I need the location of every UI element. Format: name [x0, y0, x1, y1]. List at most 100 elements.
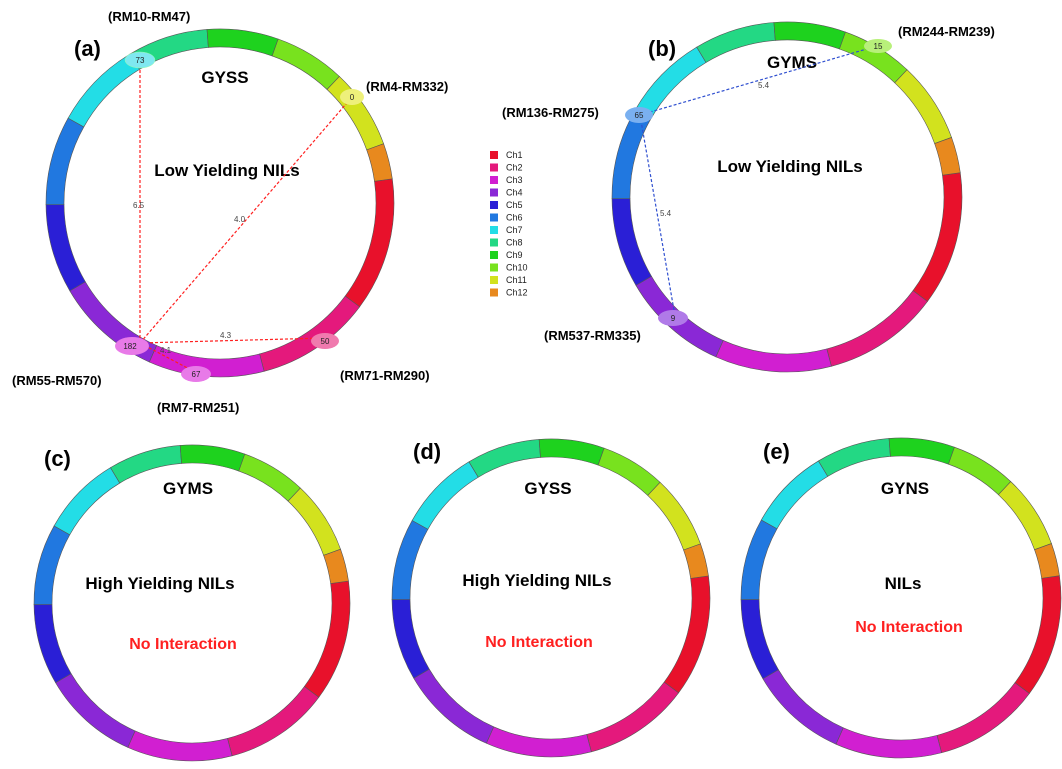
edge-label-65-15: 5.4 — [758, 81, 770, 90]
svg-text:65: 65 — [635, 111, 644, 120]
legend-label-ch9: Ch9 — [506, 250, 523, 260]
chromosome-segment-ch8 — [468, 439, 541, 478]
panel-c-ring — [33, 444, 351, 762]
panel-a-nodes: 73 0 182 67 50 — [115, 51, 364, 382]
chromosome-segment-ch5 — [33, 604, 72, 684]
node-50: 50 — [311, 333, 339, 349]
panel-d: (d) GYSS High Yielding NILs No Interacti… — [391, 438, 711, 758]
legend-swatch-ch1 — [490, 151, 498, 159]
chromosome-segment-ch8 — [696, 22, 776, 63]
chromosome-segment-ch9 — [179, 444, 246, 472]
chromosome-segment-ch7 — [760, 460, 829, 530]
chromosome-segment-ch9 — [773, 21, 846, 50]
marker-label-182: (RM55-RM570) — [12, 373, 102, 388]
panel-a-edges: 6.5 4.0 4.3 4.1 — [133, 60, 353, 373]
panel-a-ring — [45, 28, 395, 378]
panel-c-no-interaction: No Interaction — [129, 636, 237, 653]
panel-a-subtitle: Low Yielding NILs — [154, 161, 299, 180]
legend-label-ch4: Ch4 — [506, 188, 523, 198]
edge-label-182-73: 6.5 — [133, 201, 145, 210]
legend-label-ch1: Ch1 — [506, 150, 523, 160]
panel-b-title: GYMS — [767, 53, 817, 72]
legend-label-ch12: Ch12 — [506, 288, 528, 298]
legend-swatch-ch12 — [490, 288, 498, 297]
edge-182-67 — [139, 342, 196, 373]
marker-label-15: (RM244-RM239) — [898, 24, 995, 39]
legend-swatch-ch7 — [490, 226, 498, 234]
panel-a: (a) GYSS Low Yielding NILs 6.5 4.0 4.3 4… — [12, 9, 448, 415]
chromosome-segment-ch6 — [740, 519, 778, 600]
panel-d-subtitle: High Yielding NILs — [462, 571, 611, 590]
chromosome-segment-ch2 — [259, 295, 361, 372]
chromosome-segment-ch3 — [127, 730, 233, 762]
chromosome-segment-ch8 — [110, 445, 182, 484]
chromosome-segment-ch11 — [894, 69, 952, 144]
chromosome-segment-ch3 — [715, 340, 832, 373]
panel-c-letter: (c) — [44, 446, 71, 471]
node-15: 15 — [864, 39, 892, 53]
svg-text:15: 15 — [874, 42, 883, 51]
legend-label-ch11: Ch11 — [506, 275, 527, 285]
chromosome-segment-ch2 — [586, 681, 680, 753]
node-0: 0 — [340, 89, 364, 105]
chromosome-segment-ch5 — [45, 204, 86, 292]
edge-label-65-9: 5.4 — [660, 209, 672, 218]
chromosome-segment-ch6 — [45, 117, 85, 206]
svg-text:73: 73 — [136, 56, 145, 65]
chromosome-segment-ch9 — [206, 28, 279, 57]
legend-swatch-ch11 — [490, 276, 498, 284]
chromosome-segment-ch12 — [366, 143, 393, 182]
svg-text:9: 9 — [671, 314, 676, 323]
chromosome-segment-ch1 — [1014, 575, 1062, 694]
chromosome-segment-ch3 — [485, 726, 592, 758]
chromosome-segment-ch10 — [948, 446, 1012, 496]
panel-d-no-interaction: No Interaction — [485, 634, 593, 651]
legend-swatch-ch6 — [490, 213, 498, 222]
edge-65-15 — [639, 45, 878, 116]
edge-label-182-0: 4.0 — [234, 215, 246, 224]
chromosome-segment-ch4 — [762, 669, 844, 745]
chromosome-segment-ch10 — [271, 38, 340, 90]
legend-label-ch7: Ch7 — [506, 225, 523, 235]
chromosome-segment-ch2 — [227, 686, 320, 757]
marker-label-0: (RM4-RM332) — [366, 79, 448, 94]
legend-label-ch2: Ch2 — [506, 163, 523, 173]
marker-label-67: (RM7-RM251) — [157, 400, 239, 415]
panel-e-subtitle: NILs — [885, 574, 922, 593]
chromosome-segment-ch12 — [323, 548, 349, 584]
panel-a-title: GYSS — [201, 68, 248, 87]
legend-swatch-ch3 — [490, 176, 498, 184]
chromosome-segment-ch6 — [391, 520, 429, 600]
panel-b: (b) GYMS Low Yielding NILs 5.4 5.4 15 65… — [502, 21, 995, 373]
chromosome-segment-ch1 — [303, 580, 351, 698]
chromosome-legend: Ch1 Ch2 Ch3 Ch4 Ch5 Ch6 Ch7 Ch8 Ch9 Ch10 Ch11 Ch12 — [490, 150, 528, 298]
legend-swatch-ch2 — [490, 163, 498, 172]
svg-text:67: 67 — [192, 370, 201, 379]
svg-text:182: 182 — [123, 342, 137, 351]
legend-label-ch3: Ch3 — [506, 175, 523, 185]
chromosome-segment-ch11 — [647, 481, 701, 551]
chromosome-segment-ch2 — [826, 290, 928, 367]
chromosome-segment-ch10 — [238, 453, 301, 502]
panel-d-ring — [391, 438, 711, 758]
node-73: 73 — [124, 51, 156, 69]
legend-swatch-ch10 — [490, 263, 498, 272]
chromosome-segment-ch4 — [55, 673, 136, 748]
marker-label-73: (RM10-RM47) — [108, 9, 190, 24]
chromosome-segment-ch2 — [936, 682, 1030, 754]
chromosome-segment-ch3 — [835, 727, 942, 759]
marker-label-9: (RM537-RM335) — [544, 328, 641, 343]
node-67: 67 — [181, 366, 211, 382]
edge-label-182-50: 4.3 — [220, 331, 232, 340]
legend-swatch-ch8 — [490, 238, 498, 247]
chromosome-segment-ch11 — [287, 487, 341, 556]
chromosome-segment-ch5 — [611, 198, 652, 286]
chromosome-segment-ch12 — [1034, 543, 1060, 579]
svg-text:50: 50 — [321, 337, 330, 346]
node-9: 9 — [658, 310, 688, 326]
legend-swatch-ch9 — [490, 251, 498, 259]
svg-text:0: 0 — [350, 93, 355, 102]
panel-c-subtitle: High Yielding NILs — [85, 574, 234, 593]
panel-b-nodes: 15 65 9 — [625, 39, 892, 326]
